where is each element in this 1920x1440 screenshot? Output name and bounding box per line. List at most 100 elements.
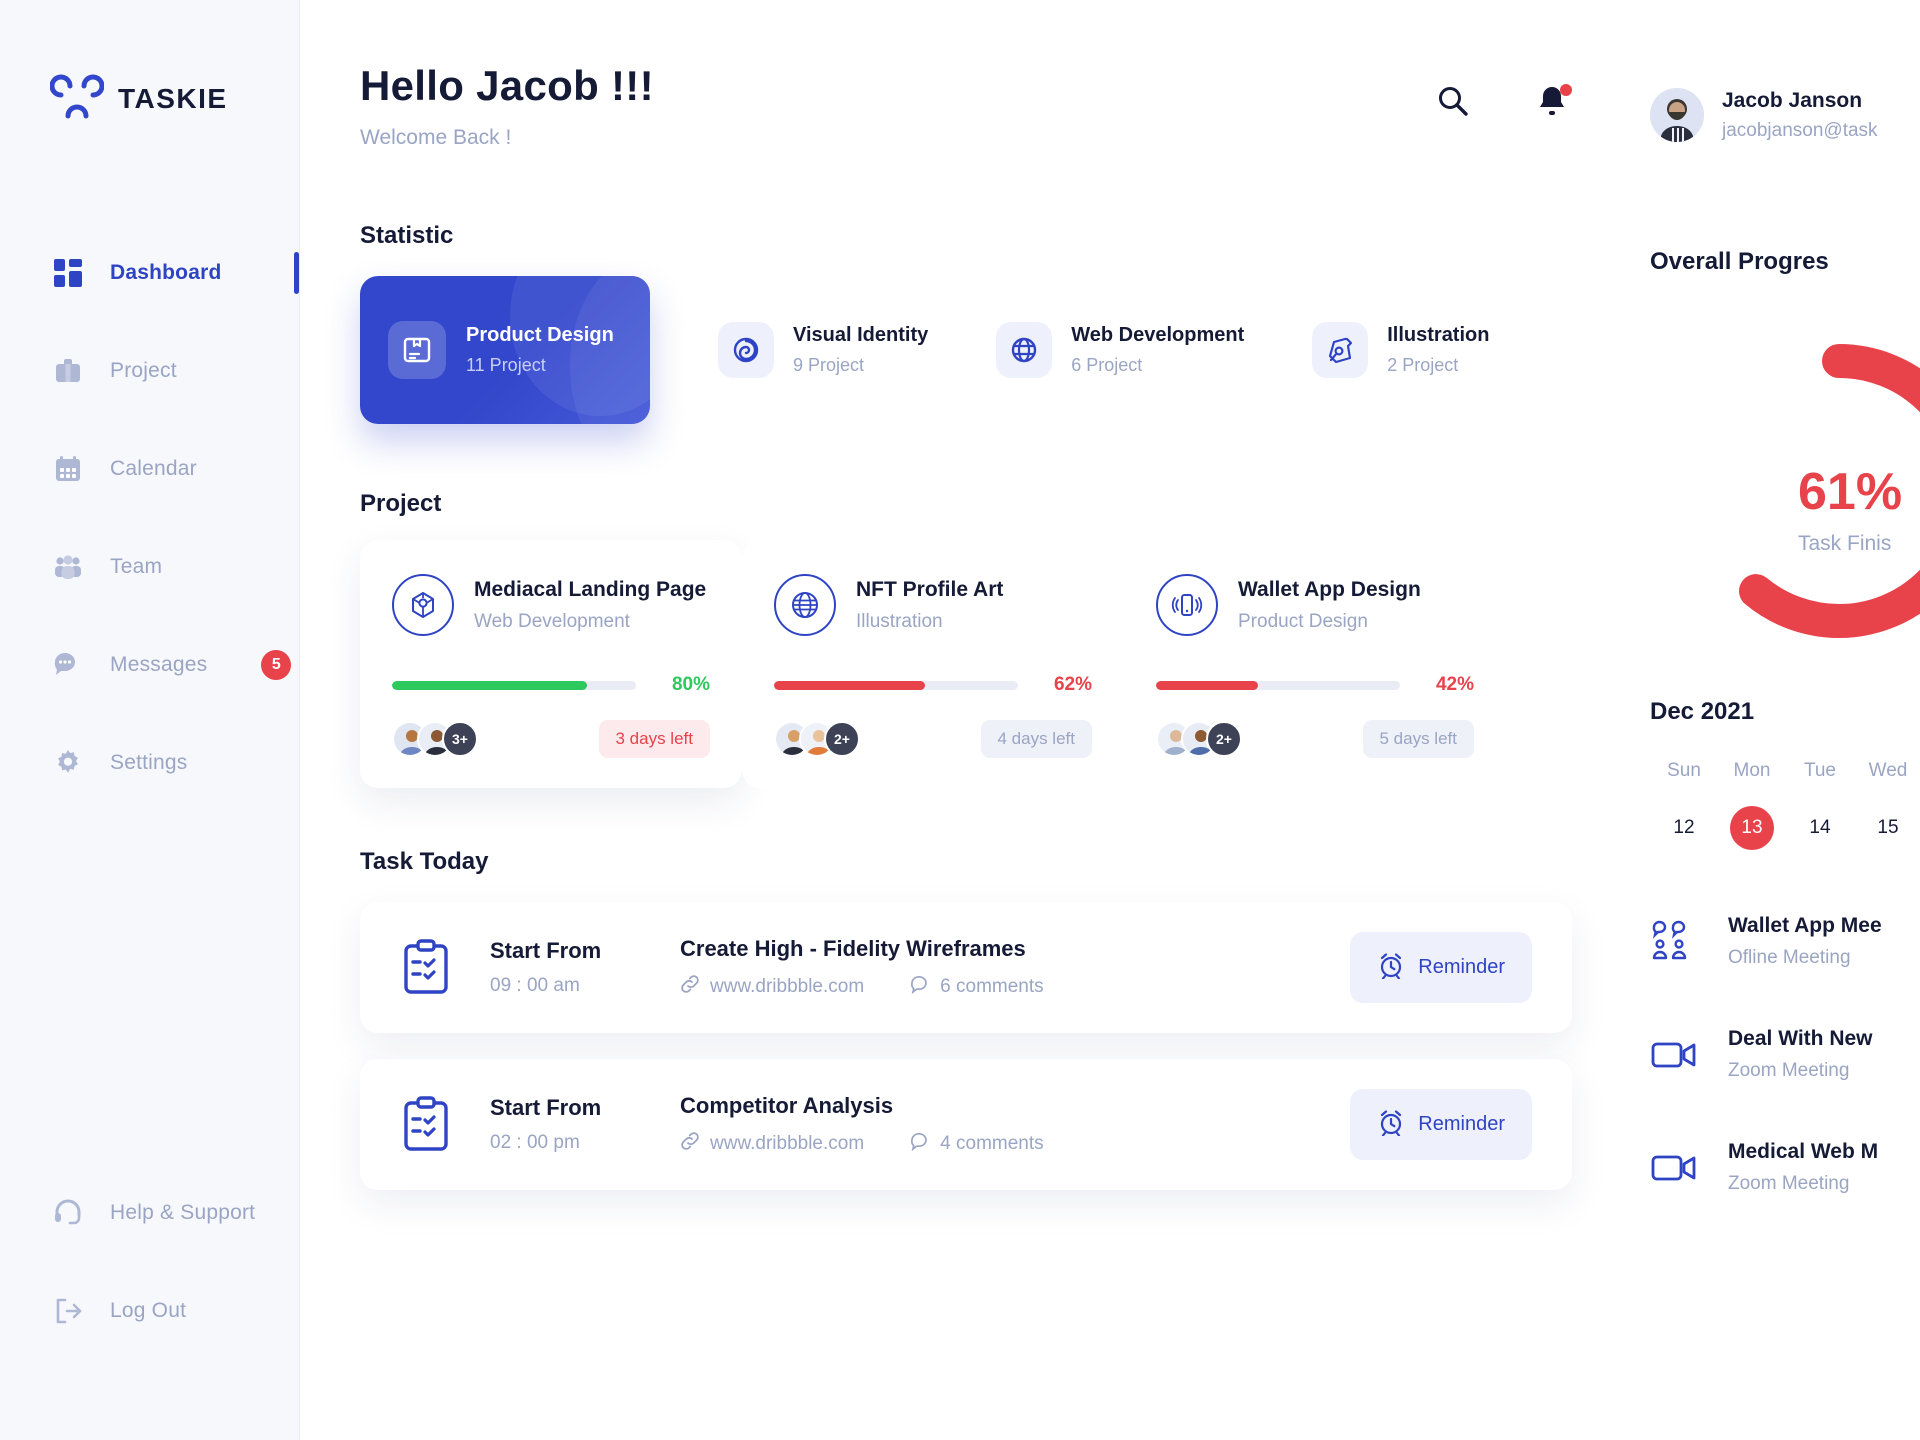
task-link[interactable]: www.dribbble.com bbox=[680, 974, 864, 1000]
meeting-type: Ofline Meeting bbox=[1728, 947, 1851, 968]
logout-icon bbox=[52, 1295, 84, 1327]
overall-progress-ring: 61% Task Finis bbox=[1650, 326, 1920, 656]
meeting-item[interactable]: Deal With New Zoom Meeting bbox=[1650, 1027, 1920, 1082]
task-today-section: Task Today Start From 09 : 00 am Create … bbox=[360, 848, 1620, 1190]
sidebar-item-label: Help & Support bbox=[110, 1201, 256, 1224]
sidebar-item-messages[interactable]: Messages 5 bbox=[0, 616, 299, 714]
link-icon bbox=[680, 1131, 700, 1157]
stat-card-product-design[interactable]: Product Design 11 Project bbox=[360, 276, 650, 424]
days-left-badge: 3 days left bbox=[598, 720, 710, 758]
meeting-text: Medical Web M Zoom Meeting bbox=[1728, 1140, 1878, 1195]
progress-fill bbox=[1156, 680, 1259, 690]
video-camera-icon bbox=[1650, 1146, 1702, 1190]
reminder-button[interactable]: Reminder bbox=[1350, 932, 1532, 1003]
phone-vibrate-icon bbox=[1156, 574, 1218, 636]
stat-card-illustration[interactable]: Illustration 2 Project bbox=[1312, 322, 1489, 378]
sidebar-item-project[interactable]: Project bbox=[0, 322, 299, 420]
calendar-day-col[interactable]: Mon 13 bbox=[1718, 760, 1786, 850]
greeting-block: Hello Jacob !!! Welcome Back ! bbox=[360, 62, 654, 150]
meeting-item[interactable]: Wallet App Mee Ofline Meeting bbox=[1650, 914, 1920, 969]
search-icon[interactable] bbox=[1436, 84, 1470, 120]
project-card[interactable]: Mediacal Landing Page Web Development 80… bbox=[360, 540, 742, 788]
stat-text: Visual Identity 9 Project bbox=[793, 324, 928, 376]
days-left-badge: 4 days left bbox=[980, 720, 1092, 758]
project-name: Wallet App Design bbox=[1238, 577, 1421, 601]
meeting-text: Wallet App Mee Ofline Meeting bbox=[1728, 914, 1882, 969]
task-link[interactable]: www.dribbble.com bbox=[680, 1131, 864, 1157]
alarm-clock-icon bbox=[1377, 1108, 1405, 1141]
comment-icon bbox=[910, 974, 930, 1000]
calendar-icon bbox=[52, 453, 84, 485]
project-card[interactable]: Wallet App Design Product Design 42% bbox=[1124, 540, 1506, 788]
calendar-day-col[interactable]: Tue 14 bbox=[1786, 760, 1854, 850]
progress-donut bbox=[1692, 344, 1920, 638]
sidebar-item-label: Project bbox=[110, 359, 177, 382]
sidebar-item-log-out[interactable]: Log Out bbox=[0, 1262, 299, 1360]
calendar-date[interactable]: 14 bbox=[1809, 817, 1831, 838]
calendar-dow: Tue bbox=[1803, 760, 1837, 781]
right-panel: Jacob Janson jacobjanson@task Overall Pr… bbox=[1620, 0, 1920, 1440]
sidebar-item-help-support[interactable]: Help & Support bbox=[0, 1164, 299, 1262]
sidebar-item-calendar[interactable]: Calendar bbox=[0, 420, 299, 518]
calendar-day-col[interactable]: Wed 15 bbox=[1854, 760, 1920, 850]
meeting-type: Zoom Meeting bbox=[1728, 1173, 1850, 1194]
sidebar-item-dashboard[interactable]: Dashboard bbox=[0, 224, 299, 322]
project-category: Illustration bbox=[856, 610, 943, 632]
progress-track bbox=[774, 680, 1018, 690]
project-meta: Mediacal Landing Page Web Development bbox=[474, 578, 706, 633]
task-comments-label: 6 comments bbox=[940, 975, 1044, 997]
stat-count: 2 Project bbox=[1387, 355, 1459, 375]
user-name: Jacob Janson bbox=[1722, 88, 1863, 112]
sidebar-nav: Dashboard Project Calendar Team bbox=[0, 224, 299, 812]
calendar-date-selected[interactable]: 13 bbox=[1730, 806, 1774, 850]
project-avatars: 2+ bbox=[1156, 721, 1242, 757]
active-indicator bbox=[294, 252, 299, 294]
task-today-title: Task Today bbox=[360, 848, 489, 875]
calendar-dow: Mon bbox=[1733, 760, 1771, 781]
overall-progress-title: Overall Progres bbox=[1650, 248, 1829, 275]
task-row[interactable]: Start From 09 : 00 am Create High - Fide… bbox=[360, 902, 1572, 1033]
project-footer: 3+ 3 days left bbox=[392, 720, 710, 758]
task-row[interactable]: Start From 02 : 00 pm Competitor Analysi… bbox=[360, 1059, 1572, 1190]
calendar-date[interactable]: 15 bbox=[1877, 817, 1899, 838]
stat-card-visual-identity[interactable]: Visual Identity 9 Project bbox=[718, 322, 928, 378]
task-start-label: Start From bbox=[490, 938, 602, 963]
project-category: Web Development bbox=[474, 610, 630, 632]
messages-badge: 5 bbox=[261, 650, 292, 680]
sidebar-item-label: Log Out bbox=[110, 1299, 187, 1322]
task-comments-label: 4 comments bbox=[940, 1132, 1044, 1154]
reminder-button[interactable]: Reminder bbox=[1350, 1089, 1532, 1160]
bell-icon[interactable] bbox=[1536, 84, 1572, 120]
calendar-dow: Sun bbox=[1667, 760, 1701, 781]
project-meta: NFT Profile Art Illustration bbox=[856, 578, 1003, 633]
stat-text: Illustration 2 Project bbox=[1387, 324, 1489, 376]
calendar-day-col[interactable]: Sun 12 bbox=[1650, 760, 1718, 850]
comment-icon bbox=[910, 1131, 930, 1157]
headset-icon bbox=[52, 1197, 84, 1229]
task-comments[interactable]: 6 comments bbox=[910, 974, 1044, 1000]
stat-card-web-development[interactable]: Web Development 6 Project bbox=[996, 322, 1244, 378]
clipboard-check-icon bbox=[400, 1095, 452, 1154]
discussion-icon bbox=[1650, 920, 1702, 964]
sidebar-item-label: Calendar bbox=[110, 457, 197, 480]
meeting-type: Zoom Meeting bbox=[1728, 1060, 1850, 1081]
meeting-item[interactable]: Medical Web M Zoom Meeting bbox=[1650, 1140, 1920, 1195]
avatar bbox=[1650, 88, 1704, 142]
calendar-date[interactable]: 12 bbox=[1673, 817, 1695, 838]
progress-center-text: 61% Task Finis bbox=[1798, 462, 1902, 556]
task-start-block: Start From 09 : 00 am bbox=[490, 938, 680, 997]
chat-icon bbox=[52, 649, 84, 681]
user-profile[interactable]: Jacob Janson jacobjanson@task bbox=[1650, 0, 1920, 142]
statistic-section: Statistic Product Design 11 Project bbox=[360, 222, 1620, 424]
stat-text: Web Development 6 Project bbox=[1071, 324, 1244, 376]
project-card[interactable]: NFT Profile Art Illustration 62% bbox=[742, 540, 1124, 788]
sidebar-item-settings[interactable]: Settings bbox=[0, 714, 299, 812]
task-comments[interactable]: 4 comments bbox=[910, 1131, 1044, 1157]
sidebar-item-label: Dashboard bbox=[110, 261, 222, 284]
globe-icon bbox=[996, 322, 1053, 378]
sidebar-item-team[interactable]: Team bbox=[0, 518, 299, 616]
user-email: jacobjanson@task bbox=[1722, 119, 1878, 141]
sidebar: TASKIE Dashboard Project Calenda bbox=[0, 0, 300, 1440]
project-progress: 80% bbox=[392, 674, 710, 696]
stat-count: 6 Project bbox=[1071, 355, 1143, 375]
